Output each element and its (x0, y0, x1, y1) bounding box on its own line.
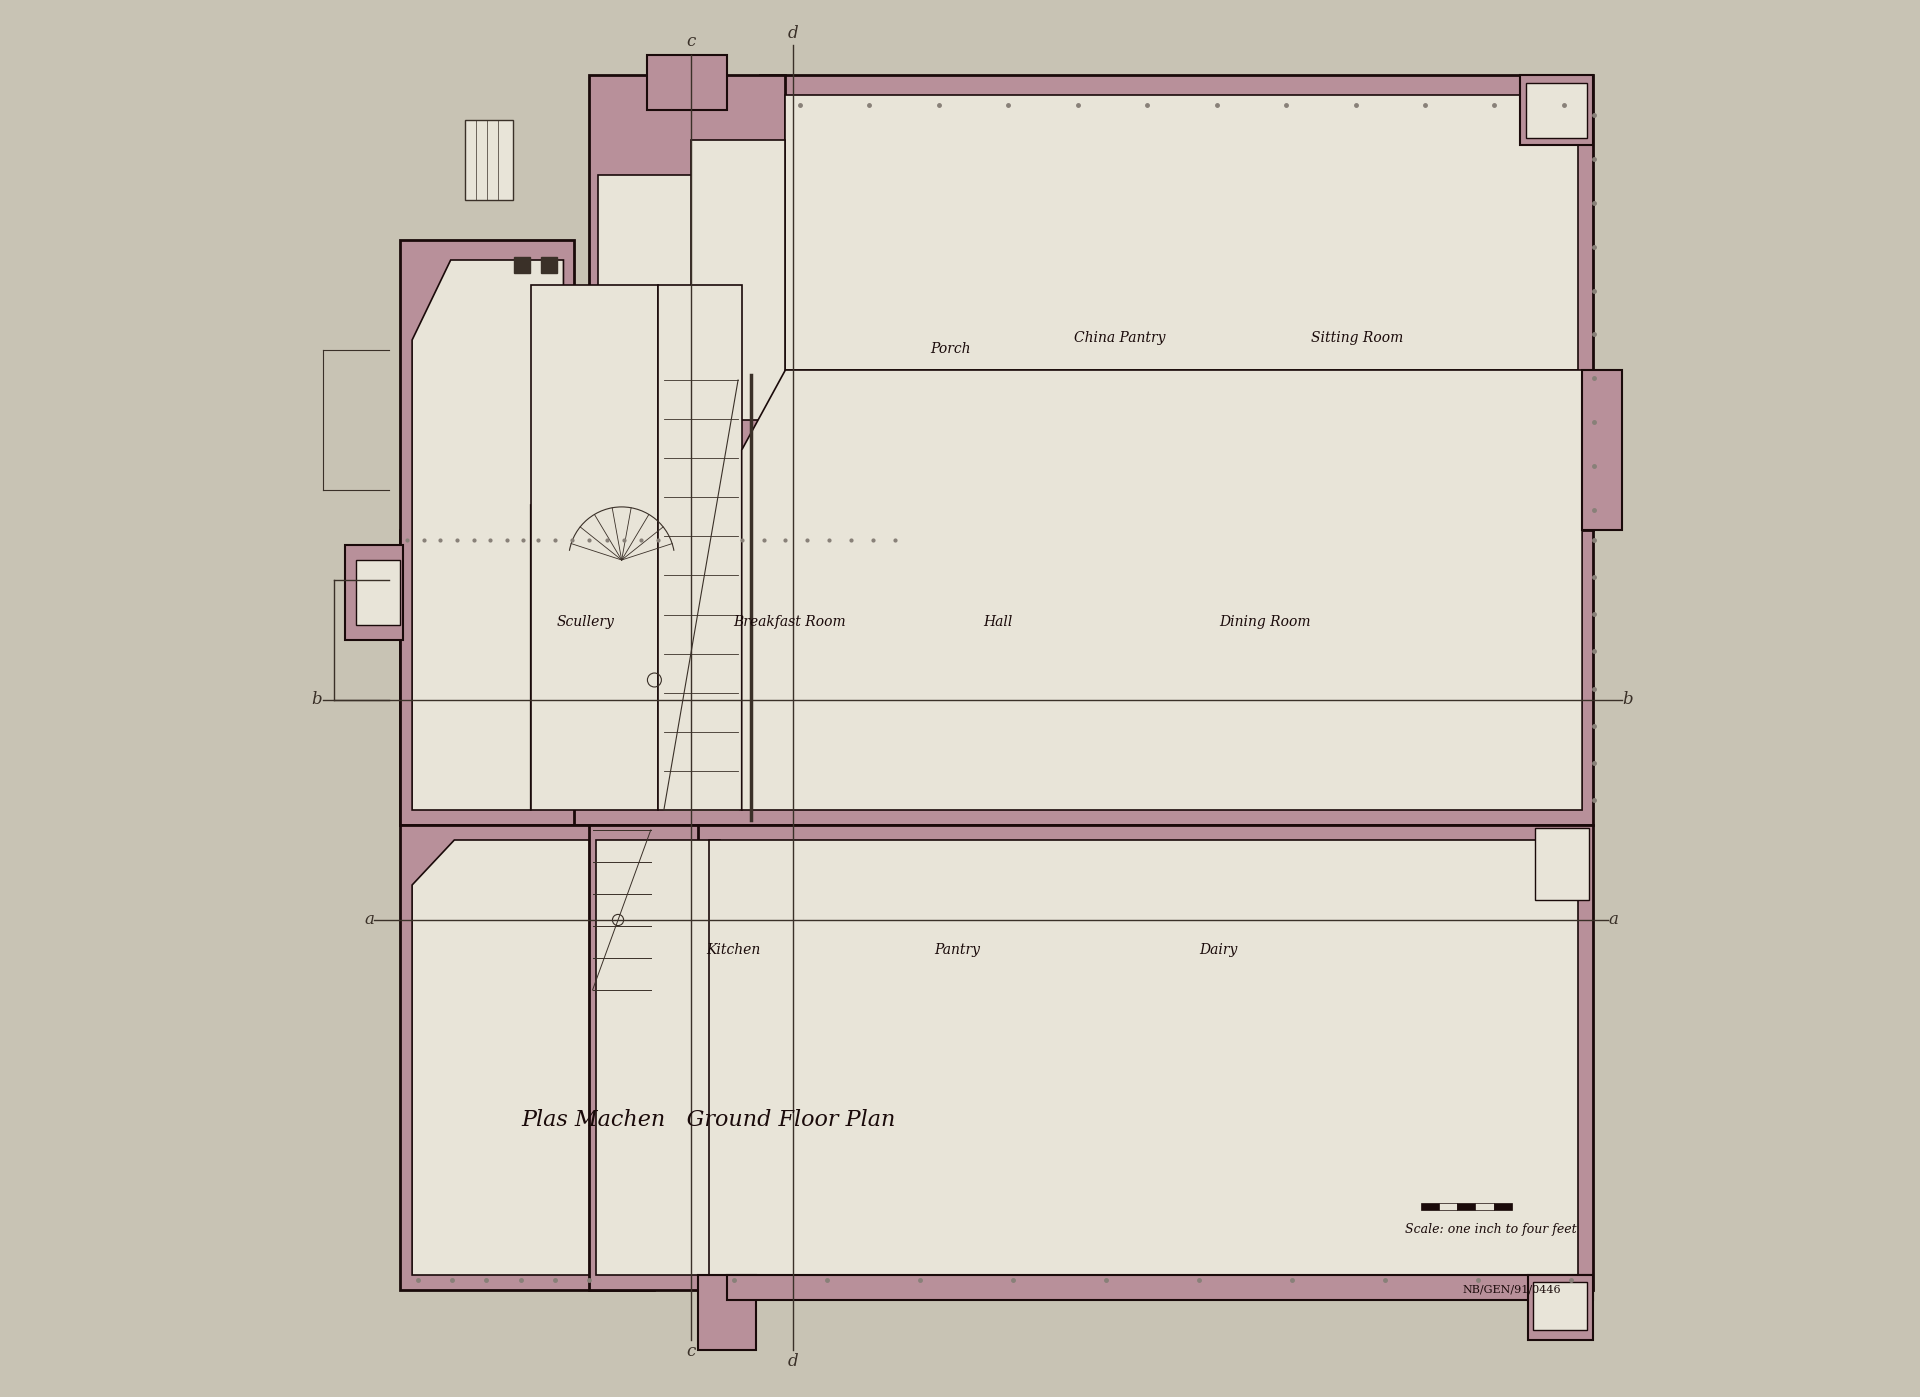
Text: b: b (1622, 692, 1634, 708)
Text: Dairy: Dairy (1200, 943, 1238, 957)
Polygon shape (708, 840, 1578, 1275)
Text: Breakfast Room: Breakfast Room (733, 615, 847, 629)
Text: Hall: Hall (983, 615, 1012, 629)
Polygon shape (399, 529, 1594, 826)
Polygon shape (647, 54, 728, 110)
Polygon shape (597, 175, 691, 430)
Polygon shape (597, 840, 720, 1275)
Polygon shape (1528, 1275, 1594, 1340)
Polygon shape (413, 840, 589, 1275)
Polygon shape (699, 826, 1594, 1289)
Text: Scullery: Scullery (557, 615, 614, 629)
Polygon shape (413, 260, 563, 810)
Text: Pantry: Pantry (935, 943, 981, 957)
Text: Scale: one inch to four feet: Scale: one inch to four feet (1405, 1224, 1576, 1236)
Polygon shape (728, 1275, 1594, 1301)
Text: Porch: Porch (929, 342, 970, 356)
Polygon shape (399, 240, 574, 826)
Text: b: b (311, 692, 323, 708)
Polygon shape (760, 75, 1594, 529)
Polygon shape (1494, 1203, 1511, 1210)
Polygon shape (1534, 828, 1590, 900)
Polygon shape (1457, 1203, 1475, 1210)
Polygon shape (399, 826, 655, 1289)
Polygon shape (1526, 82, 1588, 138)
Text: China Pantry: China Pantry (1073, 331, 1165, 345)
Polygon shape (589, 75, 785, 529)
Text: d: d (787, 25, 799, 42)
Text: Sitting Room: Sitting Room (1311, 331, 1404, 345)
Text: a: a (1609, 911, 1619, 929)
Text: c: c (685, 1344, 695, 1361)
Text: d: d (787, 1354, 799, 1370)
Text: Dining Room: Dining Room (1219, 615, 1309, 629)
Text: c: c (685, 34, 695, 50)
Polygon shape (355, 560, 399, 624)
Bar (515, 257, 530, 274)
Polygon shape (1421, 1203, 1440, 1210)
Polygon shape (1521, 75, 1594, 145)
Polygon shape (1440, 1203, 1457, 1210)
Bar (541, 257, 557, 274)
Polygon shape (465, 120, 513, 200)
Polygon shape (346, 545, 403, 640)
Polygon shape (1534, 1282, 1588, 1330)
Text: Kitchen: Kitchen (707, 943, 760, 957)
Text: a: a (365, 911, 374, 929)
Polygon shape (530, 285, 659, 810)
Polygon shape (699, 1275, 756, 1350)
Polygon shape (741, 370, 1582, 810)
Polygon shape (785, 95, 1578, 370)
Polygon shape (1475, 1203, 1494, 1210)
Polygon shape (1582, 370, 1622, 529)
Polygon shape (589, 826, 728, 1289)
Text: Plas Machen   Ground Floor Plan: Plas Machen Ground Floor Plan (522, 1109, 897, 1132)
Text: NB/GEN/91/0446: NB/GEN/91/0446 (1463, 1285, 1561, 1295)
Polygon shape (659, 285, 741, 810)
Polygon shape (691, 140, 785, 420)
